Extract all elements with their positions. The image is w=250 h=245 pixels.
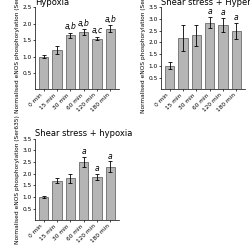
- Bar: [205, 23, 214, 89]
- Bar: [79, 162, 88, 221]
- Text: Hypoxia: Hypoxia: [35, 0, 69, 7]
- Bar: [39, 197, 48, 220]
- Bar: [165, 66, 174, 89]
- Y-axis label: Normalised eNOS phosphorylation (Ser635): Normalised eNOS phosphorylation (Ser635): [15, 0, 20, 113]
- Text: Shear stress + hypoxia: Shear stress + hypoxia: [35, 129, 132, 138]
- Bar: [39, 57, 48, 89]
- Bar: [92, 38, 102, 89]
- Text: Shear stress + Hyperoxia: Shear stress + Hyperoxia: [161, 0, 250, 7]
- Text: a,b: a,b: [78, 19, 90, 28]
- Text: a,b: a,b: [64, 22, 76, 31]
- Text: a: a: [208, 7, 212, 16]
- Text: a: a: [82, 147, 86, 156]
- Bar: [106, 29, 115, 89]
- Y-axis label: Normalised eNOS phosphorylation (Ser635): Normalised eNOS phosphorylation (Ser635): [141, 0, 146, 113]
- Bar: [192, 36, 201, 89]
- Text: a,c: a,c: [92, 26, 103, 35]
- Bar: [178, 38, 188, 89]
- Text: a: a: [221, 8, 226, 17]
- Bar: [106, 167, 115, 220]
- Text: a: a: [95, 164, 100, 173]
- Text: a,b: a,b: [104, 15, 117, 24]
- Text: a: a: [234, 13, 239, 22]
- Bar: [66, 35, 75, 89]
- Bar: [52, 50, 62, 89]
- Bar: [92, 177, 102, 220]
- Bar: [66, 178, 75, 220]
- Bar: [218, 25, 228, 89]
- Bar: [232, 31, 241, 89]
- Y-axis label: Normalised eNOS phosphorylation (Ser635): Normalised eNOS phosphorylation (Ser635): [15, 115, 20, 244]
- Bar: [79, 32, 88, 89]
- Text: a: a: [108, 152, 113, 160]
- Bar: [52, 181, 62, 220]
